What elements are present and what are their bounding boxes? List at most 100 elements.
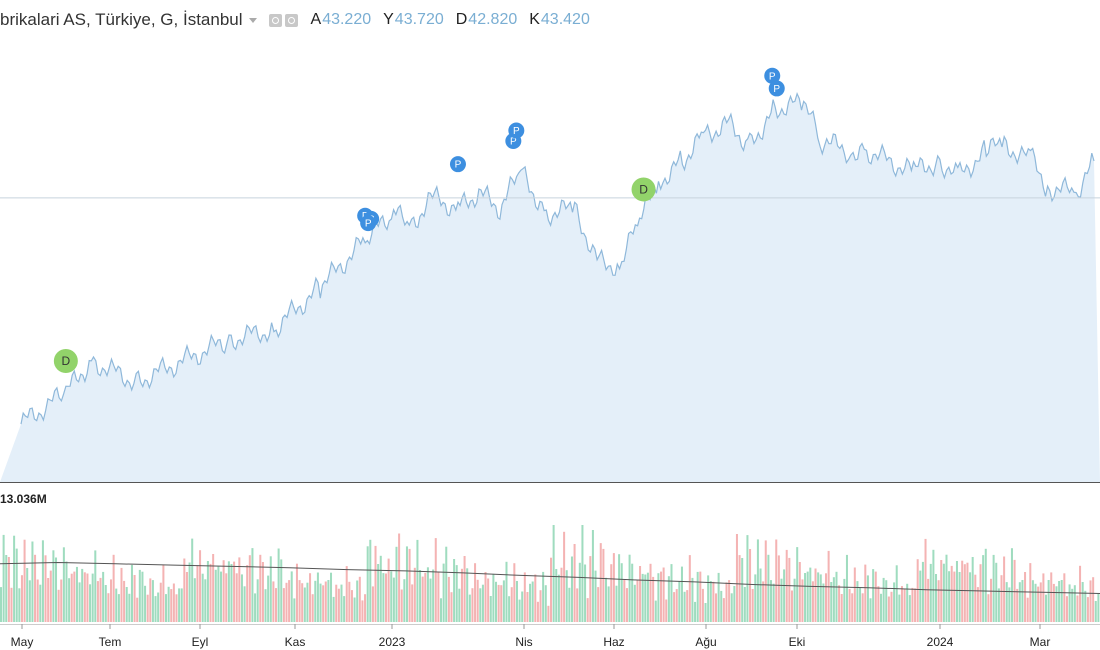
volume-bar [694,601,697,622]
volume-bar [13,535,16,622]
volume-bar [709,581,712,622]
eye-icon[interactable] [268,13,282,27]
volume-bar [599,543,602,622]
volume-bar [743,587,746,622]
volume-bar [201,573,204,622]
volume-bar [712,581,715,622]
volume-bar [356,580,359,622]
volume-bar [1073,585,1076,622]
volume-bar [911,587,914,622]
volume-bar [1055,586,1058,622]
volume-bar [337,588,340,622]
volume-bar [929,563,932,622]
volume-bar [665,599,668,622]
volume-bar [188,562,191,622]
volume-bar [953,571,956,622]
volume-bar [437,571,440,622]
volume-bar [597,587,600,622]
volume-bar [34,554,37,622]
volume-bar [83,572,86,622]
volume-bar [945,554,948,622]
volume-bar [751,589,754,622]
volume-bar [1013,559,1016,622]
volume-bar [157,592,160,622]
chevron-down-icon[interactable] [248,17,257,23]
symbol-title[interactable]: brikalari AS, Türkiye, G, İstanbul [0,10,243,29]
volume-bar [704,603,707,622]
volume-bar [136,597,139,622]
volume-bar [269,556,272,622]
volume-bar [770,580,773,622]
x-tick-label: Ağu [695,635,716,649]
volume-bar [866,575,869,622]
volume-bar [455,565,458,622]
x-tick-label: Mar [1030,635,1051,649]
volume-bar [277,548,280,622]
volume-bar [233,561,236,622]
earnings-marker[interactable]: P [449,156,466,173]
volume-bar [825,573,828,622]
volume-bar [840,594,843,622]
volume-bar [392,577,395,622]
volume-bar [322,585,325,622]
volume-bar [631,563,634,622]
volume-bar [303,587,306,622]
volume-bar [505,561,508,622]
volume-bar [853,567,856,622]
volume-bar [932,549,935,622]
volume-bar [777,555,780,622]
volume-bar [950,565,953,622]
earnings-marker[interactable]: P [508,122,525,139]
dividend-marker[interactable]: D [53,348,78,373]
volume-bar [319,583,322,622]
volume-bar [667,576,670,622]
dividend-marker[interactable]: D [631,177,656,202]
volume-bar [542,571,545,622]
volume-bar [660,571,663,622]
volume-bar [686,590,689,622]
volume-bar [845,554,848,622]
volume-bar [570,556,573,622]
volume-bar [1065,596,1068,622]
volume-bar [429,578,432,622]
volume-bar [955,561,958,622]
volume-bar [484,572,487,622]
volume-bar [5,555,8,622]
volume-bar [746,535,749,622]
volume-bar [301,583,304,622]
volume-bar [230,564,233,622]
volume-bar [298,580,301,622]
volume-bar [424,572,427,622]
volume-bar [1003,556,1006,622]
volume-bar [806,571,809,622]
close-key: K [529,11,540,28]
volume-bar [1058,581,1061,622]
gear-icon[interactable] [284,13,298,27]
volume-bar [515,581,518,622]
volume-bar [403,579,406,622]
earnings-marker[interactable]: P [764,67,781,84]
volume-bar [979,564,982,622]
svg-text:P: P [773,84,780,95]
volume-bar [293,598,296,622]
volume-bar [178,588,181,622]
volume-bar [353,597,356,622]
volume-bar [741,558,744,622]
volume-bar [7,557,10,622]
volume-bar [489,596,492,622]
volume-bar [521,591,524,622]
volume-bar [382,573,385,622]
earnings-marker[interactable]: P [360,215,377,232]
volume-bar [675,589,678,622]
earnings-marker[interactable]: P [768,80,785,97]
volume-bar [691,577,694,622]
volume-bar [591,530,594,622]
volume-bar [1005,582,1008,622]
volume-bar [369,539,372,622]
volume-bar [759,568,762,622]
volume-bar [578,562,581,622]
volume-bar [589,556,592,622]
volume-bar [481,584,484,622]
volume-bar [921,561,924,622]
